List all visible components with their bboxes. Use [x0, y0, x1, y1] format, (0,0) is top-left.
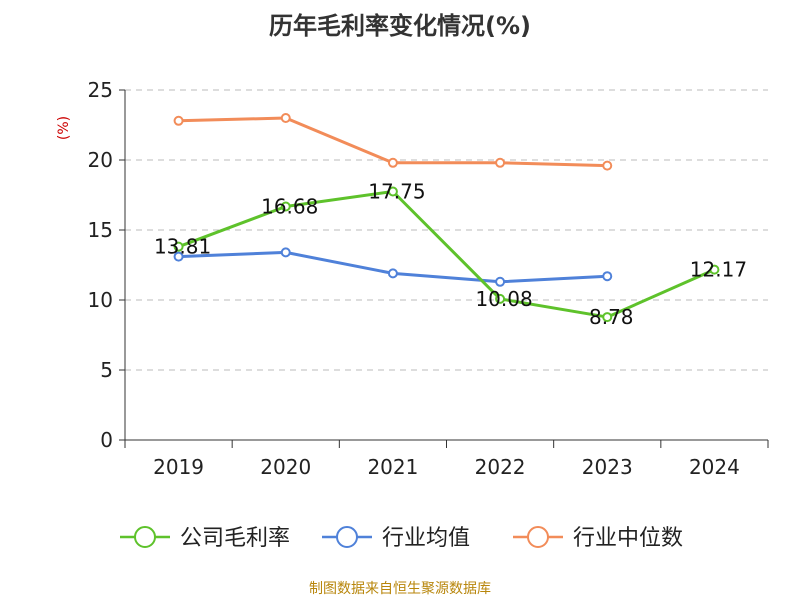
legend-label: 公司毛利率 [180, 526, 290, 551]
data-point [495, 293, 506, 304]
series-lines [173, 113, 720, 323]
data-label: 8.78 [589, 305, 634, 329]
data-point [280, 113, 291, 123]
legend-label: 行业均值 [382, 526, 470, 551]
data-point [602, 271, 613, 282]
legend: 公司毛利率 行业均值 行业中位数 [120, 526, 683, 551]
data-label: 13.81 [154, 235, 211, 259]
x-tick-label: 2019 [153, 455, 204, 479]
y-tick-label: 5 [100, 358, 113, 382]
data-point [387, 157, 398, 168]
data-point [495, 276, 506, 287]
series-line [178, 190, 716, 319]
x-tick-label: 2024 [689, 455, 740, 479]
data-point [387, 186, 398, 197]
legend-label: 行业中位数 [573, 526, 683, 551]
data-label: 17.75 [368, 180, 425, 204]
data-label: 12.17 [690, 258, 747, 282]
data-point [173, 251, 184, 262]
data-label: 10.08 [475, 287, 532, 311]
data-point [387, 268, 398, 279]
data-source-note: 制图数据来自恒生聚源数据库 [309, 581, 491, 597]
x-tick-label: 2020 [260, 455, 311, 479]
data-point [173, 241, 184, 252]
data-point [602, 160, 613, 171]
x-tick-label: 2021 [367, 455, 418, 479]
y-tick-label: 0 [100, 428, 113, 452]
legend-marker [527, 526, 549, 548]
axes: 0 5 10 15 20 25 (%) 2019 2020 2021 2022 2023 2024 [56, 78, 769, 479]
x-tick-label: 2023 [582, 455, 633, 479]
data-point [280, 201, 291, 212]
grid-lines [125, 89, 768, 371]
y-tick-label: 15 [88, 218, 113, 242]
data-labels: 13.81 16.68 17.75 10.08 8.78 12.17 [154, 180, 747, 330]
y-tick-label: 20 [88, 148, 113, 172]
data-point [173, 115, 184, 126]
data-point [280, 247, 291, 258]
legend-marker [336, 526, 358, 548]
x-tick-label: 2022 [475, 455, 526, 479]
legend-marker [134, 526, 156, 548]
data-point [709, 264, 720, 275]
chart-title: 历年毛利率变化情况(%) [269, 12, 531, 40]
data-point [495, 157, 506, 168]
data-point [602, 312, 613, 323]
y-axis-unit-label: (%) [56, 116, 72, 140]
y-tick-label: 10 [88, 288, 113, 312]
y-tick-label: 25 [88, 78, 113, 102]
data-label: 16.68 [261, 194, 318, 218]
